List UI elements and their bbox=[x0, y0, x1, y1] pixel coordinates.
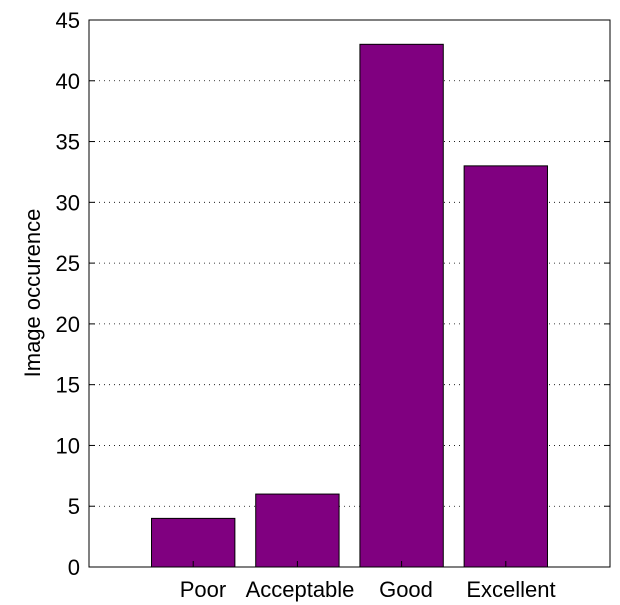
bar-acceptable bbox=[255, 493, 340, 568]
y-tick-label: 45 bbox=[56, 8, 80, 33]
grid-lines bbox=[89, 80, 610, 507]
y-tick-label: 0 bbox=[68, 555, 80, 580]
y-tick-label: 10 bbox=[56, 433, 80, 458]
y-tick-label: 20 bbox=[56, 312, 80, 337]
y-axis-title: Image occurence bbox=[20, 209, 45, 378]
x-tick-label: Acceptable bbox=[246, 577, 355, 602]
y-tick-label: 15 bbox=[56, 373, 80, 398]
x-tick-label: Good bbox=[379, 577, 433, 602]
y-tick-label: 25 bbox=[56, 251, 80, 276]
y-tick-label: 30 bbox=[56, 190, 80, 215]
x-tick-label: Poor bbox=[180, 577, 226, 602]
bar-poor bbox=[151, 517, 236, 568]
x-tick-label: Excellent bbox=[466, 577, 555, 602]
y-tick-label: 5 bbox=[68, 494, 80, 519]
y-tick-label: 35 bbox=[56, 130, 80, 155]
x-axis-ticks: Poor Acceptable Good Excellent bbox=[180, 561, 556, 602]
plot-frame bbox=[88, 19, 611, 568]
bar-good bbox=[359, 43, 444, 568]
y-axis-ticks: 0 5 10 15 20 25 30 35 40 45 bbox=[56, 8, 610, 580]
bars bbox=[151, 43, 548, 568]
bar-excellent bbox=[463, 165, 548, 568]
y-tick-label: 40 bbox=[56, 69, 80, 94]
